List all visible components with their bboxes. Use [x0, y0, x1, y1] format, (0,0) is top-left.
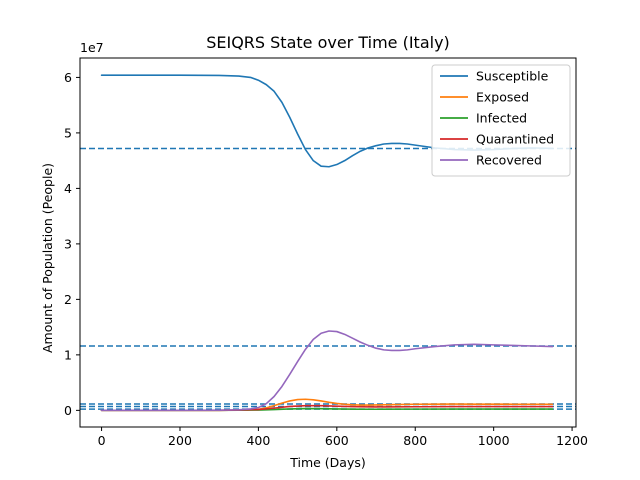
axes — [79, 57, 577, 428]
y-tick-label: 0 — [64, 403, 72, 418]
x-axis-label: Time (Days) — [289, 455, 366, 470]
legend-label-recovered: Recovered — [476, 153, 542, 168]
x-tick-label: 600 — [325, 433, 349, 448]
y-tick-label: 3 — [64, 236, 72, 251]
x-tick-label: 200 — [168, 433, 192, 448]
y-offset-label: 1e7 — [80, 40, 104, 55]
y-tick-label: 5 — [64, 125, 72, 140]
legend-label-infected: Infected — [476, 111, 527, 126]
x-tick-label: 1000 — [478, 433, 510, 448]
x-tick-label: 0 — [98, 433, 106, 448]
y-tick-label: 2 — [64, 292, 72, 307]
legend-box — [431, 64, 571, 177]
y-tick-label: 6 — [64, 70, 72, 85]
legend-label-exposed: Exposed — [476, 90, 529, 105]
ticks: 0 200 400 600 800 1000 1200 0 1 2 3 4 5 6 — [64, 70, 588, 448]
x-tick-label: 1200 — [556, 433, 588, 448]
legend-label-quarantined: Quarantined — [476, 132, 554, 147]
legend-label-susceptible: Susceptible — [476, 69, 549, 84]
y-axis-label: Amount of Population (People) — [40, 163, 55, 353]
y-tick-label: 1 — [64, 347, 72, 362]
x-tick-label: 400 — [246, 433, 270, 448]
series-lines — [100, 74, 554, 412]
axes-frame — [79, 57, 577, 428]
chart-title: SEIQRS State over Time (Italy) — [206, 33, 450, 52]
x-tick-label: 800 — [403, 433, 427, 448]
legend: Susceptible Exposed Infected Quarantined Rec… — [431, 64, 571, 177]
y-tick-label: 4 — [64, 181, 72, 196]
series-line-recovered — [100, 330, 554, 412]
